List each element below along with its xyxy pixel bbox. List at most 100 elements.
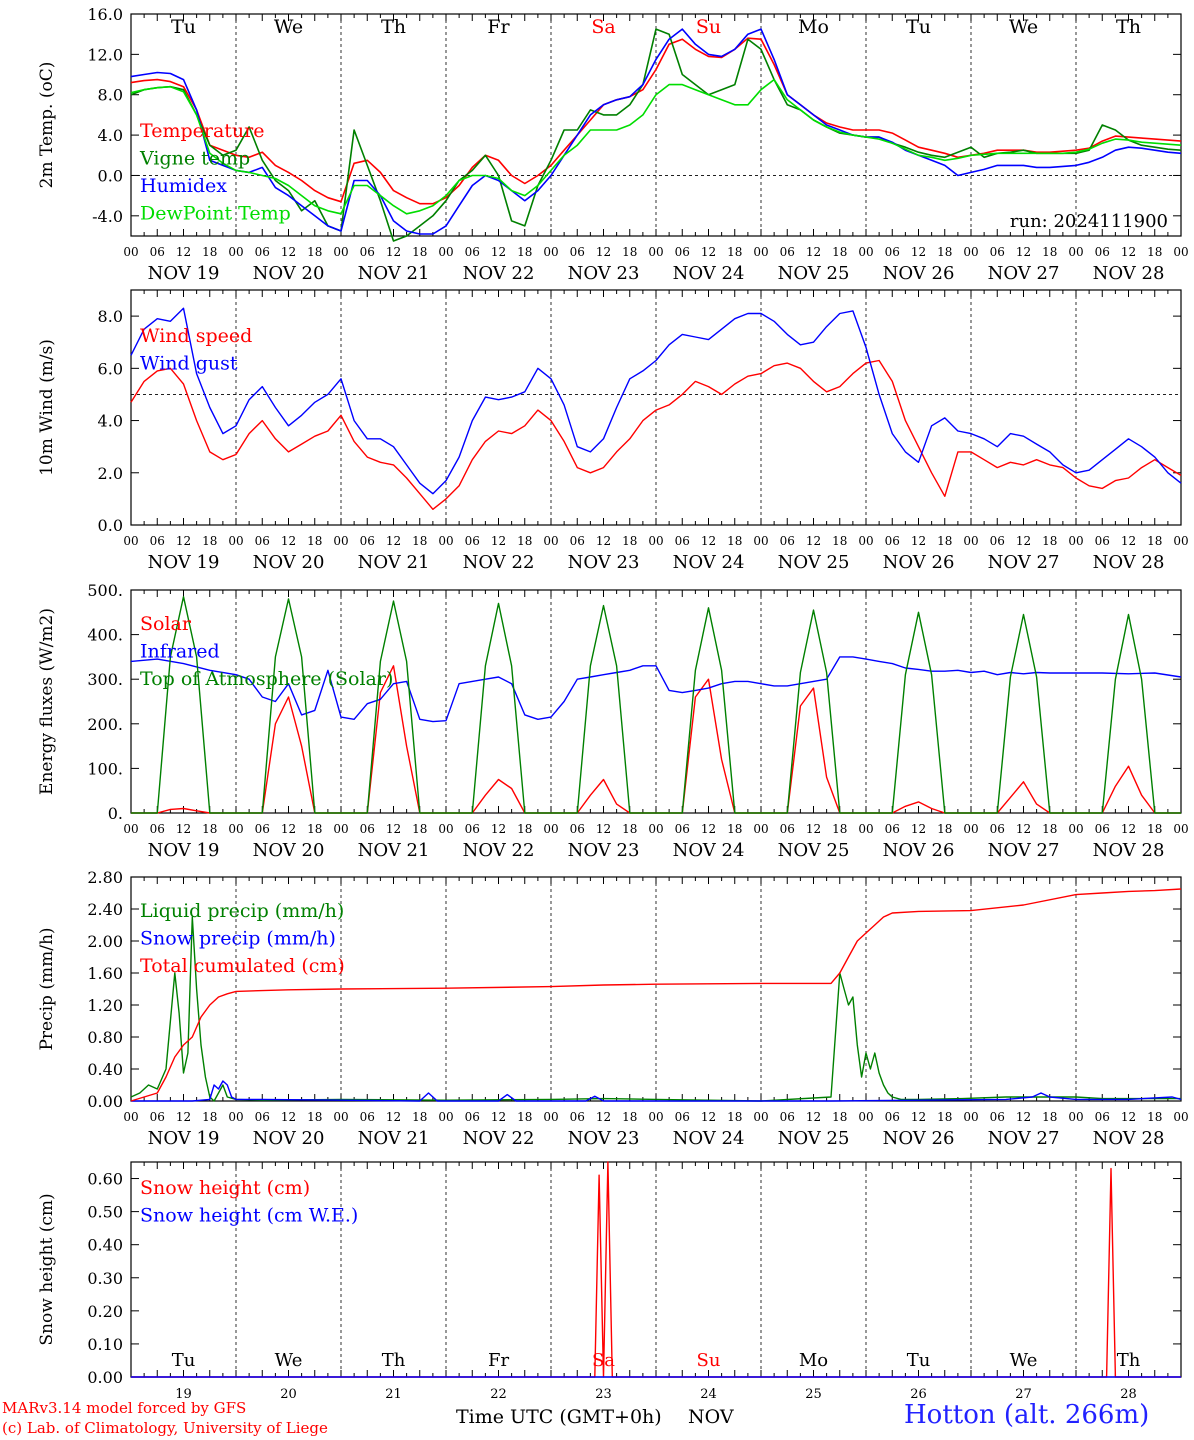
hour-tick-label: 00 [963, 245, 978, 259]
y-axis-title: 2m Temp. (oC) [37, 62, 57, 189]
date-label: NOV 21 [358, 1128, 430, 1149]
hour-tick-label: 12 [176, 822, 191, 836]
day-number-label: 23 [595, 1387, 612, 1402]
legend-label: Snow precip (mm/h) [140, 928, 336, 950]
hour-tick-label: 00 [123, 534, 138, 548]
date-label: NOV 20 [253, 552, 325, 573]
hour-tick-label: 18 [1042, 534, 1057, 548]
legend-label: Vigne temp [139, 148, 250, 170]
hour-tick-label: 00 [753, 534, 768, 548]
date-label: NOV 21 [358, 840, 430, 861]
hour-tick-label: 06 [255, 822, 270, 836]
station-name: Hotton (alt. 266m) [904, 1400, 1150, 1430]
hour-tick-label: 18 [832, 245, 847, 259]
date-label: NOV 22 [463, 840, 535, 861]
hour-tick-label: 06 [780, 534, 795, 548]
hour-tick-label: 00 [1068, 245, 1083, 259]
legend-label: Infrared [140, 641, 220, 663]
weekday-label: Th [381, 16, 406, 38]
hour-tick-label: 12 [911, 534, 926, 548]
series-line [131, 1080, 1182, 1102]
date-label: NOV 26 [883, 263, 955, 284]
hour-tick-label: 12 [911, 245, 926, 259]
hour-tick-label: 12 [806, 1110, 821, 1124]
hour-tick-label: 12 [1016, 245, 1031, 259]
y-tick-label: 0.40 [87, 1060, 123, 1079]
hour-tick-label: 00 [648, 245, 663, 259]
hour-tick-label: 18 [937, 822, 952, 836]
hour-tick-label: 12 [1121, 245, 1136, 259]
hour-tick-label: 18 [1042, 1110, 1057, 1124]
y-tick-label: 0.10 [87, 1335, 123, 1354]
date-label: NOV 20 [253, 263, 325, 284]
hour-tick-label: 06 [150, 1110, 165, 1124]
month-label: NOV [688, 1406, 734, 1428]
hour-tick-label: 18 [202, 534, 217, 548]
hour-tick-label: 00 [543, 534, 558, 548]
hour-tick-label: 06 [675, 534, 690, 548]
hour-tick-label: 06 [1095, 1110, 1110, 1124]
hour-tick-label: 18 [412, 534, 427, 548]
date-label: NOV 25 [778, 552, 850, 573]
hour-tick-label: 18 [1147, 534, 1162, 548]
hour-tick-label: 12 [1016, 822, 1031, 836]
hour-tick-label: 06 [255, 245, 270, 259]
hour-tick-label: 12 [701, 822, 716, 836]
weekday-label: We [274, 16, 303, 38]
hour-tick-label: 18 [832, 534, 847, 548]
hour-tick-label: 18 [832, 1110, 847, 1124]
hour-tick-label: 12 [1121, 822, 1136, 836]
hour-tick-label: 06 [255, 1110, 270, 1124]
series-line [131, 596, 1181, 814]
weekday-label: Tu [171, 16, 196, 38]
date-label: NOV 20 [253, 840, 325, 861]
hour-tick-label: 18 [727, 245, 742, 259]
y-tick-label: 2.0 [98, 464, 123, 483]
hour-tick-label: 18 [622, 245, 637, 259]
hour-tick-label: 18 [622, 534, 637, 548]
hour-tick-label: 12 [596, 1110, 611, 1124]
hour-tick-label: 00 [123, 822, 138, 836]
hour-tick-label: 12 [596, 245, 611, 259]
date-label: NOV 24 [673, 840, 745, 861]
legend-label: Wind gust [140, 353, 238, 375]
hour-tick-label: 00 [228, 1110, 243, 1124]
hour-tick-label: 00 [228, 822, 243, 836]
hour-tick-label: 18 [307, 245, 322, 259]
y-tick-label: 0.30 [87, 1269, 123, 1288]
hour-tick-label: 12 [701, 1110, 716, 1124]
date-label: NOV 22 [463, 1128, 535, 1149]
hour-tick-label: 12 [806, 822, 821, 836]
hour-tick-label: 18 [517, 534, 532, 548]
hour-tick-label: 06 [885, 534, 900, 548]
weekday-label: Th [1116, 16, 1141, 38]
hour-tick-label: 06 [150, 822, 165, 836]
hour-tick-label: 06 [885, 1110, 900, 1124]
date-label: NOV 24 [673, 1128, 745, 1149]
hour-tick-label: 00 [438, 822, 453, 836]
hour-tick-label: 00 [963, 534, 978, 548]
hour-tick-label: 06 [885, 245, 900, 259]
hour-tick-label: 12 [491, 245, 506, 259]
y-axis-title: Snow height (cm) [37, 1193, 57, 1345]
hour-tick-label: 00 [963, 1110, 978, 1124]
hour-tick-label: 18 [832, 822, 847, 836]
hour-tick-label: 12 [491, 534, 506, 548]
date-label: NOV 24 [673, 263, 745, 284]
hour-tick-label: 00 [438, 245, 453, 259]
date-label: NOV 27 [988, 840, 1060, 861]
run-label: run: 2024111900 [1010, 211, 1168, 232]
date-label: NOV 28 [1093, 552, 1165, 573]
hour-tick-label: 00 [543, 245, 558, 259]
y-tick-label: 0.60 [87, 1170, 123, 1189]
hour-tick-label: 06 [990, 245, 1005, 259]
hour-tick-label: 12 [1016, 1110, 1031, 1124]
hour-tick-label: 06 [675, 822, 690, 836]
hour-tick-label: 06 [780, 245, 795, 259]
hour-tick-label: 06 [150, 245, 165, 259]
hour-tick-label: 06 [360, 822, 375, 836]
hour-tick-label: 06 [465, 1110, 480, 1124]
y-tick-label: 0.20 [87, 1302, 123, 1321]
hour-tick-label: 12 [806, 245, 821, 259]
